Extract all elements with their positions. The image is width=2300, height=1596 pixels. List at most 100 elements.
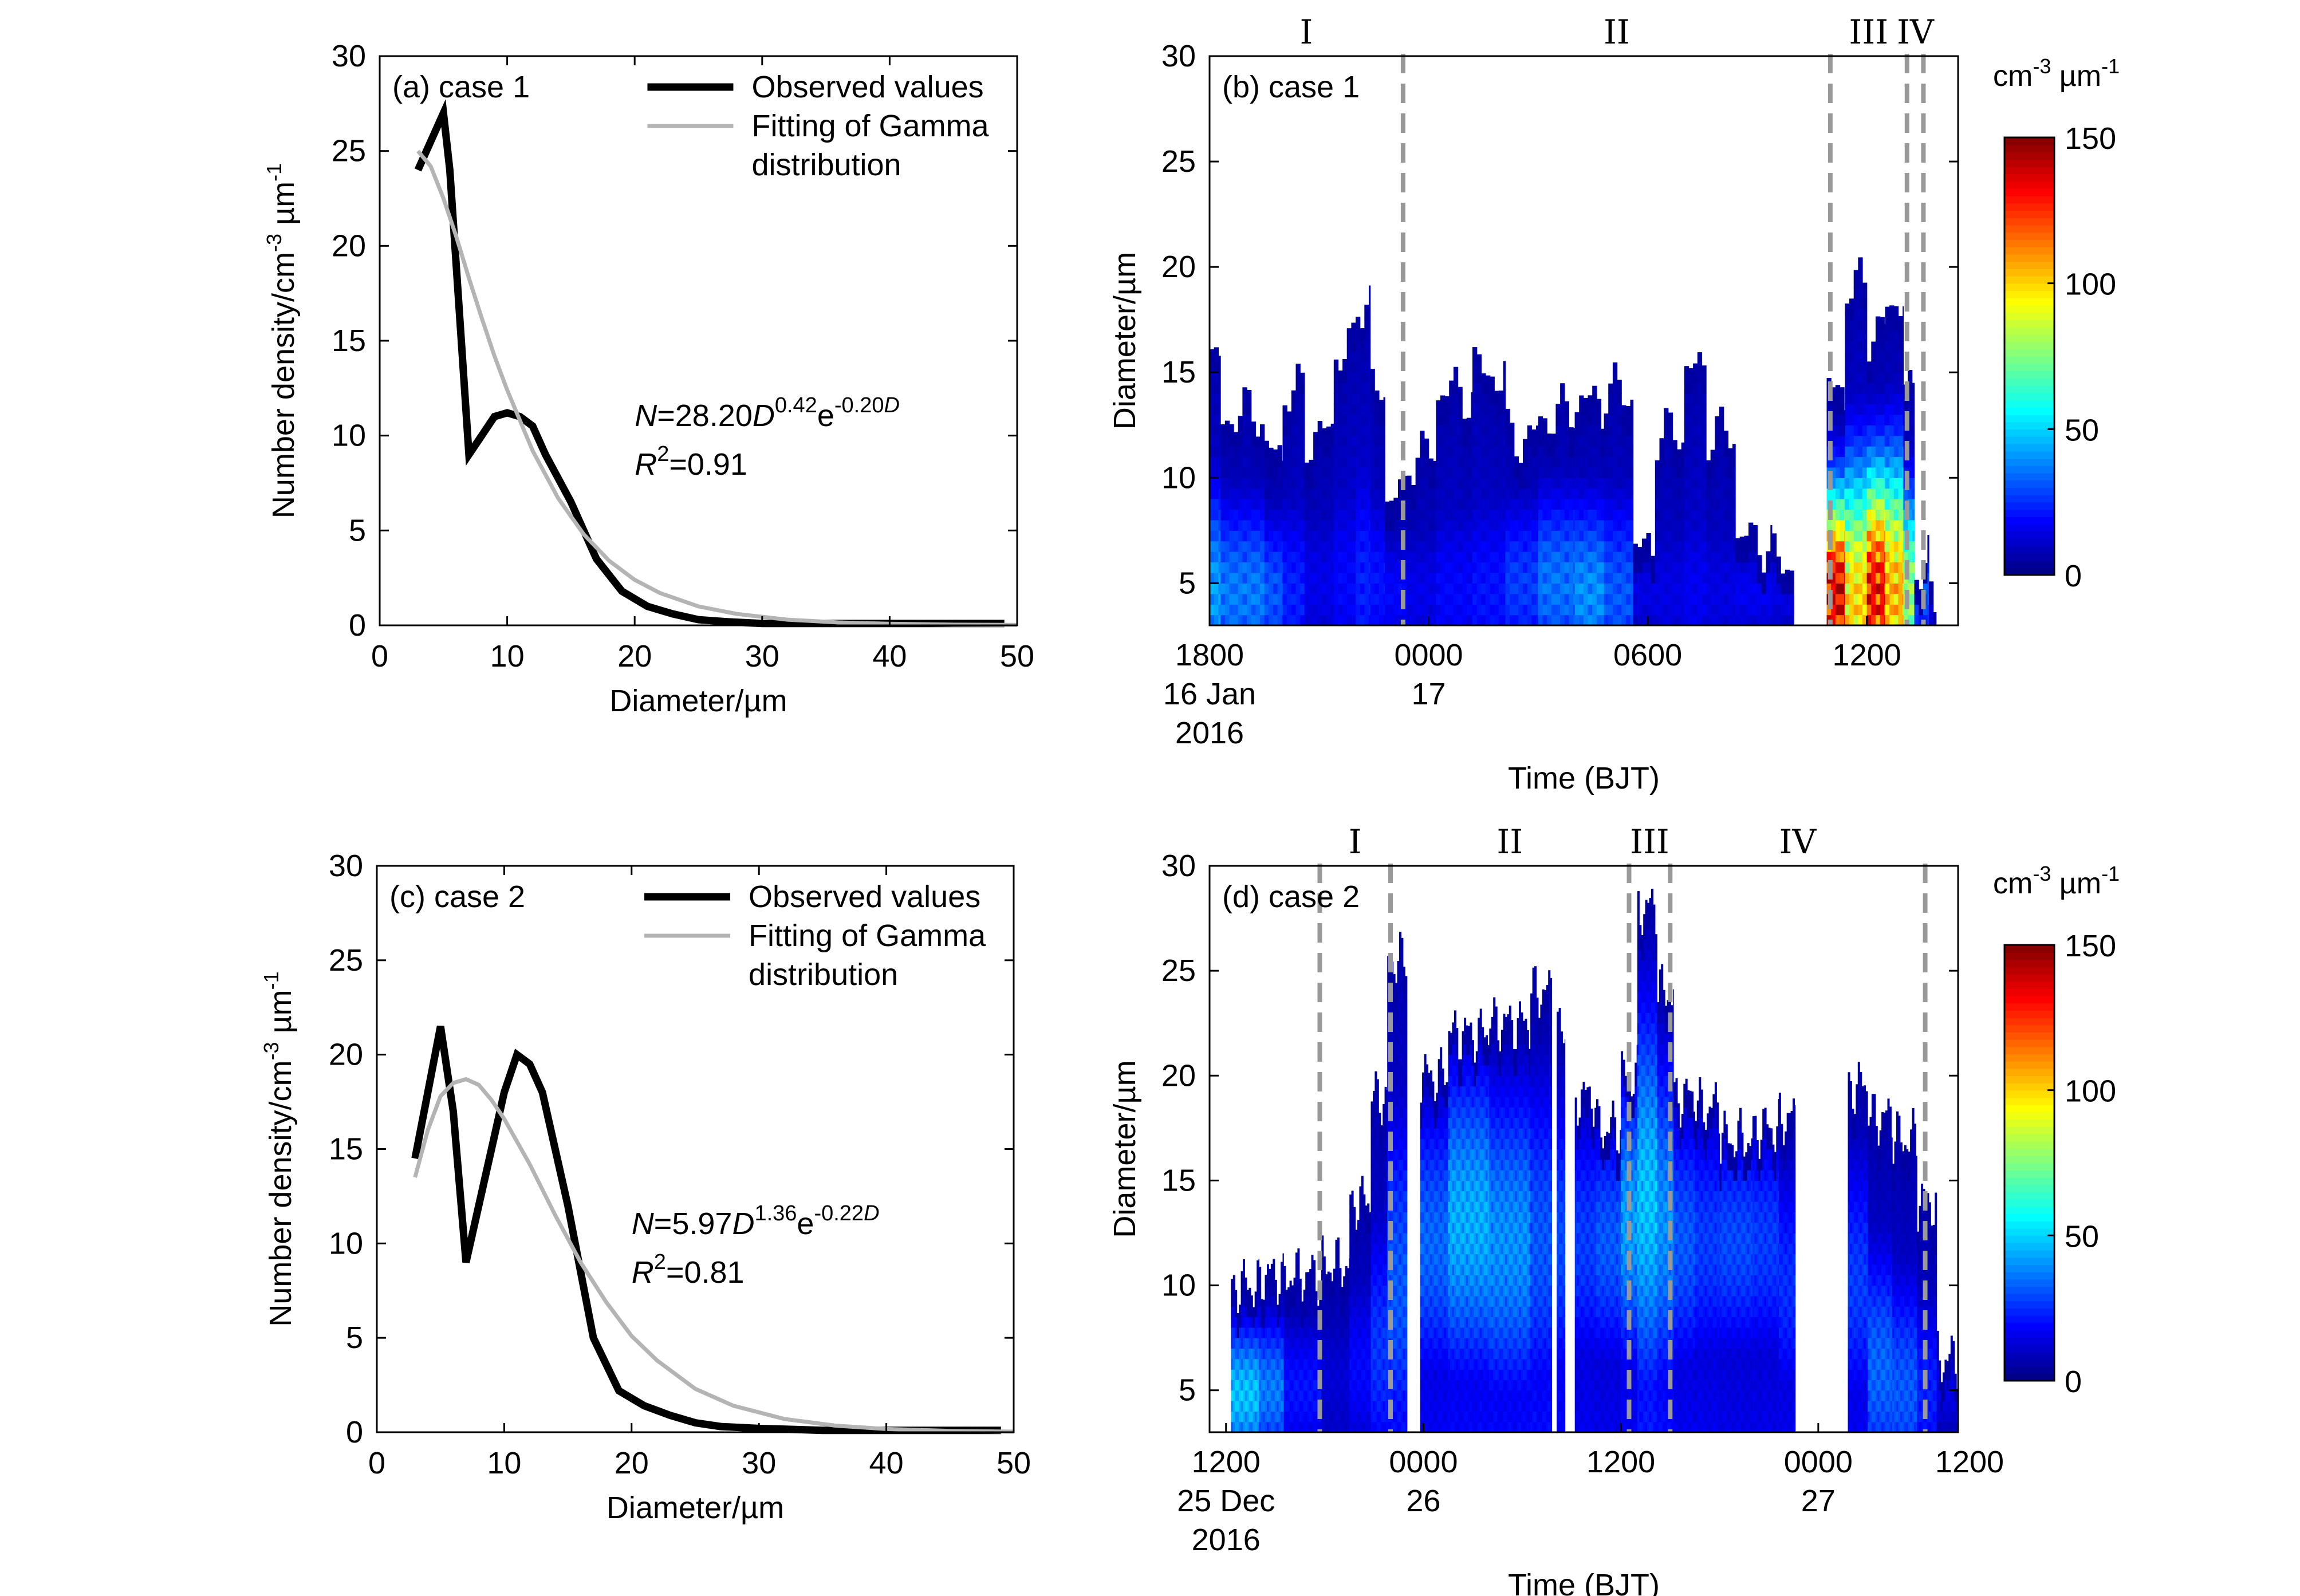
- colorbar-frame: [2003, 944, 2055, 1382]
- data-column: [1695, 1077, 1720, 1432]
- colorbar-unit-label: cm-3 µm-1: [1993, 862, 2120, 900]
- plot-frame: [1208, 865, 1959, 1433]
- panel-c: 0 10 20 30 40 50 0 5 10 15 20 25 30 Diameter/µm Number…: [259, 849, 1031, 1525]
- y-tick-label: 15: [332, 324, 366, 358]
- x-tick-label: 50: [1000, 639, 1034, 673]
- y-tick-label: 15: [1161, 355, 1196, 389]
- data-column: [1370, 1071, 1388, 1432]
- x-tick-label: 20: [615, 1446, 649, 1480]
- x-tick-label: 0: [368, 1446, 385, 1480]
- data-column: [1845, 257, 1868, 625]
- data-column: [1771, 533, 1794, 625]
- data-column: [1283, 1248, 1322, 1432]
- y-tick-label: 25: [329, 943, 363, 978]
- data-column: [1259, 1253, 1284, 1432]
- x-tick-label: 50: [997, 1446, 1031, 1480]
- x-tick-label: 10: [490, 639, 525, 673]
- data-column: [1778, 1093, 1796, 1432]
- colorbar-tick-label: 100: [2065, 1074, 2116, 1109]
- data-column: [1349, 1176, 1372, 1432]
- data-column: [1892, 1108, 1917, 1432]
- y-tick-label: 0: [346, 1415, 363, 1449]
- heatmap-cells: [1231, 888, 1958, 1432]
- data-column: [1574, 1082, 1597, 1432]
- data-column: [1903, 370, 1915, 625]
- data-column: [1420, 1047, 1449, 1432]
- legend-fit-label: Fitting of Gamma: [751, 109, 989, 143]
- data-column: [1489, 997, 1531, 1432]
- stage-label: III: [1630, 822, 1669, 861]
- x-tick-label: 40: [872, 639, 907, 673]
- y-tick-label: 15: [1161, 1163, 1196, 1197]
- data-column: [1633, 533, 1656, 625]
- y-tick-label: 30: [329, 849, 363, 883]
- y-axis-label: Number density/cm-3 µm-1: [259, 971, 298, 1326]
- y-tick-label: 5: [1179, 566, 1196, 600]
- stage-label: I: [1349, 822, 1362, 861]
- data-column: [1574, 385, 1605, 625]
- x-tick-label: 25 Dec: [1177, 1484, 1275, 1518]
- data-column: [1706, 407, 1736, 625]
- data-column: [1719, 1108, 1753, 1432]
- data-column: [1210, 347, 1221, 625]
- r-squared: R2=0.81: [632, 1250, 745, 1290]
- x-tick-label: 30: [745, 639, 779, 673]
- y-tick-label: 10: [332, 419, 366, 453]
- x-tick-label: 16 Jan: [1163, 677, 1256, 711]
- data-column: [1282, 364, 1305, 625]
- x-tick-label: 30: [742, 1446, 776, 1480]
- y-tick-label: 25: [1161, 953, 1196, 988]
- colorbar-tick-label: 150: [2065, 121, 2116, 156]
- data-column: [1370, 369, 1385, 625]
- stage-label: IV: [1897, 13, 1935, 52]
- colorbar-tick-label: 50: [2065, 413, 2099, 447]
- data-column: [1220, 387, 1265, 625]
- y-tick-label: 20: [332, 228, 366, 263]
- colorbar-tick-label: 0: [2065, 559, 2082, 593]
- r-squared: R2=0.91: [635, 442, 747, 482]
- data-column: [1655, 408, 1685, 625]
- x-tick-label: 0000: [1784, 1445, 1853, 1479]
- y-axis-label: Diameter/µm: [1108, 1060, 1142, 1238]
- y-tick-label: 30: [1161, 849, 1196, 883]
- y-tick-label: 0: [349, 608, 366, 643]
- y-tick-label: 15: [329, 1132, 363, 1167]
- x-tick-label: 20: [617, 639, 652, 673]
- legend-observed-label: Observed values: [751, 70, 983, 104]
- data-column: [1885, 305, 1904, 625]
- y-tick-label: 5: [346, 1321, 363, 1355]
- data-column: [1264, 440, 1283, 625]
- y-tick-label: 20: [1161, 250, 1196, 284]
- y-tick-label: 25: [1161, 144, 1196, 179]
- legend-fit-label-2: distribution: [751, 148, 901, 182]
- stage-label: IV: [1779, 822, 1817, 861]
- data-column: [1231, 1259, 1259, 1432]
- panel-label: (c) case 2: [389, 880, 525, 914]
- legend-fit-label: Fitting of Gamma: [749, 919, 986, 953]
- data-column: [1448, 1008, 1490, 1432]
- fit-equation: N=5.97D1.36e-0.22D: [632, 1201, 880, 1241]
- y-axis-label: Diameter/µm: [1108, 252, 1142, 429]
- x-axis-label: Time (BJT): [1508, 1568, 1660, 1596]
- x-axis-label: Diameter/µm: [606, 1491, 784, 1525]
- y-tick-label: 20: [1161, 1058, 1196, 1093]
- data-column: [1407, 431, 1436, 625]
- panel-label: (b) case 1: [1222, 70, 1360, 104]
- panel-a: 0 10 20 30 40 50 0 5 10 15 20 25 30 Diameter/µm Number…: [262, 39, 1034, 718]
- y-tick-label: 5: [1179, 1373, 1196, 1408]
- data-column: [1868, 1094, 1893, 1432]
- colorbar-tick-label: 150: [2065, 929, 2116, 963]
- x-tick-label: 0000: [1389, 1445, 1458, 1479]
- colorbar-tick-label: 50: [2065, 1219, 2099, 1254]
- y-tick-label: 30: [332, 39, 366, 73]
- x-tick-label: 17: [1411, 677, 1446, 711]
- colorbar-tick-label: 100: [2065, 267, 2116, 302]
- panel-label: (a) case 1: [392, 70, 530, 104]
- x-tick-label: 0600: [1613, 638, 1682, 672]
- colorbar: 0 50 100 150 cm-3 µm-1: [1993, 54, 2120, 593]
- x-tick-label: 26: [1406, 1484, 1440, 1518]
- data-column: [1538, 383, 1576, 625]
- gamma-fit-line: [416, 149, 1018, 627]
